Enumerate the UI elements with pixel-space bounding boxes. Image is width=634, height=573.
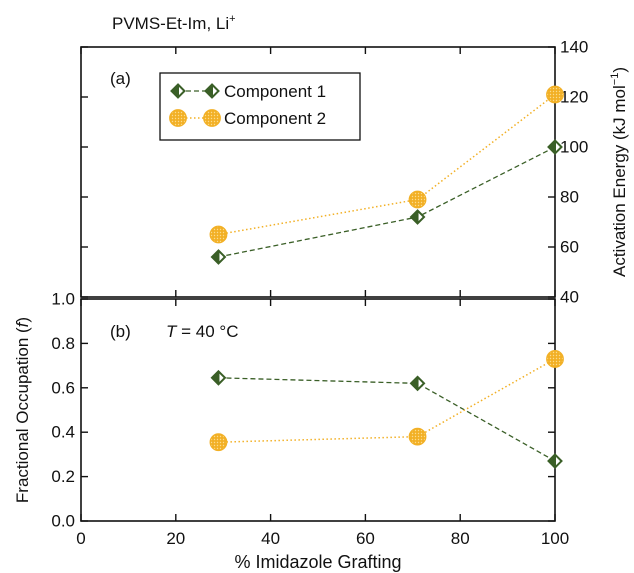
data-point-a-component-1-x100 xyxy=(547,139,563,155)
data-point-a-component-1-x71-fill xyxy=(411,210,418,224)
legend-label-component-2: Component 2 xyxy=(224,109,326,128)
y-tick-label-b-0.2: 0.2 xyxy=(51,467,75,486)
x-axis-label: % Imidazole Grafting xyxy=(234,552,401,572)
data-point-b-component-1-x100-fill xyxy=(548,454,555,468)
panel-a-label: (a) xyxy=(110,69,131,88)
y-tick-label-b-0.8: 0.8 xyxy=(51,334,75,353)
data-point-a-component-1-x100-fill xyxy=(548,140,555,154)
data-point-b-component-2-x29 xyxy=(209,433,228,452)
data-point-b-component-1-x71-fill xyxy=(411,376,418,390)
data-point-b-component-1-x100 xyxy=(547,453,563,469)
data-point-a-component-2-x71 xyxy=(408,190,427,209)
panel-b: 0.0 0.2 0.4 0.6 0.8 1.0 0 20 40 60 80 100 (b) T = … xyxy=(13,290,569,549)
panel-b-label: (b) xyxy=(110,322,131,341)
legend-marker-component-1-left-fill xyxy=(171,84,178,98)
y-tick-label-a-40: 40 xyxy=(560,288,579,307)
data-point-a-component-2-x100 xyxy=(546,85,564,104)
y-tick-label-a-80: 80 xyxy=(560,188,579,207)
y-tick-label-b-1.0: 1.0 xyxy=(51,290,75,309)
panel-a-y-axis-label: Activation Energy (kJ mol−1) xyxy=(609,67,629,277)
legend-box xyxy=(159,72,361,141)
panel-a-series xyxy=(209,85,564,265)
data-point-b-component-2-x71 xyxy=(408,427,427,446)
panel-a-x-ticks xyxy=(80,47,556,297)
y-tick-label-b-0.0: 0.0 xyxy=(51,512,75,531)
y-tick-label-a-100: 100 xyxy=(560,138,588,157)
panel-b-y-tick-labels: 0.0 0.2 0.4 0.6 0.8 1.0 xyxy=(51,290,75,531)
legend-marker-component-2-right xyxy=(203,109,221,127)
figure-title: PVMS-Et-Im, Li+ xyxy=(112,13,236,33)
x-tick-label-40: 40 xyxy=(261,529,280,548)
panel-b-y-axis-label: Fractional Occupation (f) xyxy=(13,317,32,503)
panel-b-y-ticks xyxy=(81,298,555,522)
series-line-a-component-1 xyxy=(218,146,556,258)
data-point-a-component-2-x29 xyxy=(209,225,228,244)
series-line-b-component-1 xyxy=(218,377,556,462)
data-point-b-component-1-x71 xyxy=(409,375,426,392)
legend-label-component-1: Component 1 xyxy=(224,82,326,101)
data-point-b-component-1-x29-fill xyxy=(211,371,219,385)
legend-marker-component-1-right xyxy=(204,83,220,99)
panel-a: 40 60 80 100 120 140 (a) Activation Energy (k… xyxy=(80,38,629,307)
y-tick-label-a-60: 60 xyxy=(560,238,579,257)
legend-marker-component-1-left xyxy=(170,83,186,99)
y-tick-label-b-0.6: 0.6 xyxy=(51,378,75,397)
data-point-a-component-1-x71 xyxy=(409,209,426,225)
x-tick-label-0: 0 xyxy=(76,529,85,548)
y-tick-label-b-0.4: 0.4 xyxy=(51,423,75,442)
panel-b-x-ticks xyxy=(80,299,556,521)
legend-marker-component-1-right-fill xyxy=(205,84,212,98)
x-tick-label-100: 100 xyxy=(541,529,569,548)
panel-a-y-tick-labels: 40 60 80 100 120 140 xyxy=(560,38,588,307)
legend: Component 1 Component 2 xyxy=(159,72,361,141)
x-tick-label-20: 20 xyxy=(166,529,185,548)
series-line-a-component-2 xyxy=(218,93,556,236)
y-tick-label-a-120: 120 xyxy=(560,88,588,107)
x-tick-label-60: 60 xyxy=(356,529,375,548)
data-point-b-component-1-x29 xyxy=(210,369,227,386)
x-tick-labels: 0 20 40 60 80 100 xyxy=(76,529,569,548)
panel-b-series xyxy=(209,350,564,469)
x-tick-label-80: 80 xyxy=(451,529,470,548)
legend-items xyxy=(169,83,221,127)
data-point-a-component-1-x29 xyxy=(210,249,227,265)
series-line-b-component-2 xyxy=(218,358,556,443)
panel-b-frame xyxy=(80,298,556,522)
legend-marker-component-2-left xyxy=(169,109,187,127)
data-point-a-component-1-x29-fill xyxy=(211,250,219,264)
data-point-b-component-2-x100 xyxy=(546,350,564,368)
y-tick-label-a-140: 140 xyxy=(560,38,588,57)
panel-b-annotation: T = 40 °C xyxy=(166,322,238,341)
panel-a-frame xyxy=(80,46,556,298)
